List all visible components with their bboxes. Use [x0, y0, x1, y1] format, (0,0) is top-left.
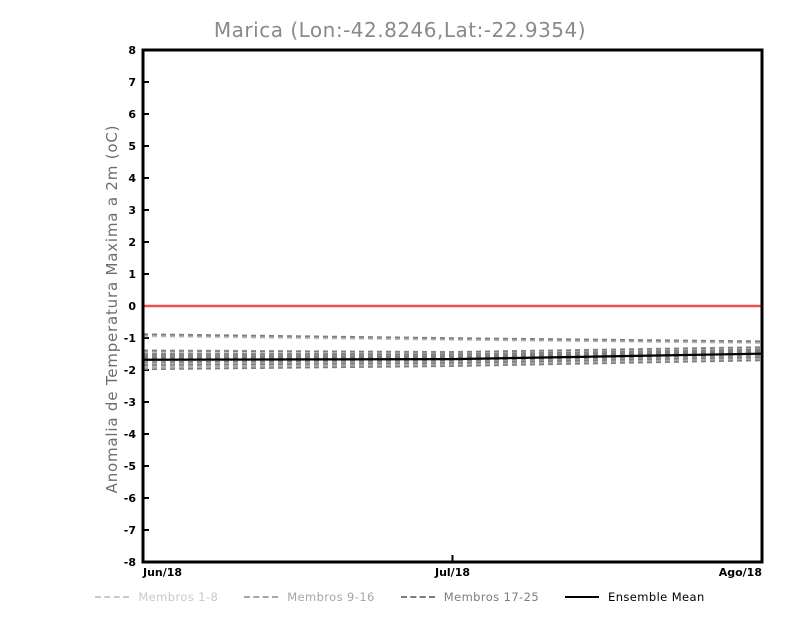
legend-label: Membros 17-25	[443, 590, 540, 604]
chart-title: Marica (Lon:-42.8246,Lat:-22.9354)	[213, 18, 587, 42]
series-layer	[144, 304, 761, 371]
y-tick-label: 1	[128, 268, 136, 281]
legend-line-icon	[95, 596, 130, 598]
member-line	[144, 354, 761, 363]
member-line	[144, 355, 761, 365]
legend-item: Ensemble Mean	[565, 590, 705, 604]
legend-line-icon	[400, 596, 435, 598]
y-tick-label: -5	[124, 460, 136, 473]
legend-item: Membros 17-25	[400, 590, 540, 604]
member-line	[144, 351, 761, 359]
member-line	[144, 334, 761, 344]
y-tick-label: -8	[124, 556, 136, 569]
y-tick-label: -6	[124, 492, 137, 505]
y-tick-label: -3	[124, 396, 136, 409]
y-tick-label: -2	[124, 364, 136, 377]
y-tick-label: -7	[124, 524, 136, 537]
y-tick-label: 6	[128, 108, 136, 121]
y-tick-label: -4	[124, 428, 137, 441]
legend-line-icon	[244, 596, 279, 598]
y-tick-label: 4	[128, 172, 136, 185]
y-tick-label: 5	[128, 140, 136, 153]
legend-line-icon	[565, 596, 600, 598]
legend-label: Ensemble Mean	[608, 590, 705, 604]
chart-legend: Membros 1-8 Membros 9-16 Membros 17-25 E…	[0, 586, 800, 608]
y-tick-label: 2	[128, 236, 136, 249]
ensemble-mean-line	[144, 352, 761, 361]
member-line	[144, 350, 761, 358]
y-tick-label: -1	[124, 332, 136, 345]
legend-item: Membros 1-8	[95, 590, 218, 604]
member-line	[144, 348, 761, 356]
x-tick-label: Ago/18	[719, 566, 762, 579]
y-tick-label: 7	[128, 76, 136, 89]
x-tick-label: Jun/18	[142, 566, 182, 579]
y-tick-label: 8	[128, 44, 136, 57]
member-line	[144, 346, 761, 353]
y-tick-label: 0	[128, 300, 136, 313]
member-line	[144, 333, 761, 342]
legend-label: Membros 1-8	[138, 590, 219, 604]
member-line	[144, 356, 761, 366]
legend-item: Membros 9-16	[244, 590, 375, 604]
member-line	[144, 358, 761, 369]
member-line	[144, 359, 761, 371]
legend-label: Membros 9-16	[287, 590, 375, 604]
x-tick-label: Jul/18	[434, 566, 470, 579]
y-tick-label: 3	[128, 204, 136, 217]
